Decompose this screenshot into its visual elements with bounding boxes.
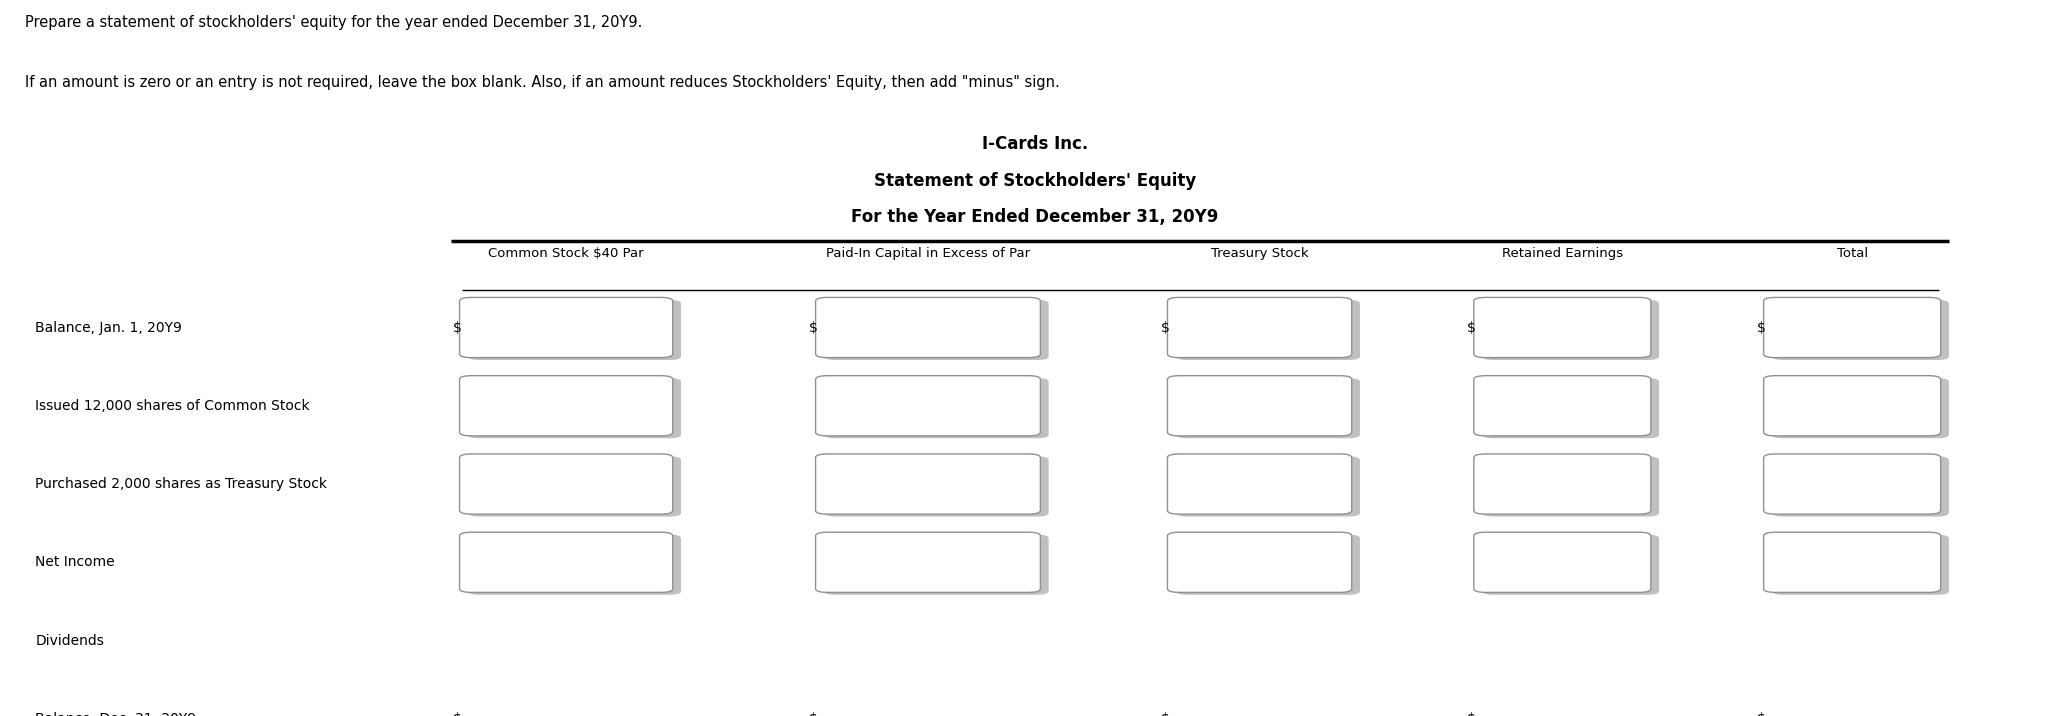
FancyBboxPatch shape [468, 613, 681, 673]
Text: Balance, Dec. 31, 20Y9: Balance, Dec. 31, 20Y9 [35, 712, 197, 716]
FancyBboxPatch shape [816, 376, 1041, 436]
FancyBboxPatch shape [1167, 376, 1352, 436]
FancyBboxPatch shape [1474, 454, 1652, 514]
FancyBboxPatch shape [1474, 297, 1652, 357]
FancyBboxPatch shape [1474, 689, 1652, 716]
FancyBboxPatch shape [1764, 611, 1942, 671]
Text: $: $ [1757, 321, 1766, 334]
FancyBboxPatch shape [824, 535, 1049, 595]
FancyBboxPatch shape [1482, 613, 1660, 673]
FancyBboxPatch shape [1772, 456, 1950, 516]
FancyBboxPatch shape [1482, 300, 1660, 360]
FancyBboxPatch shape [1764, 532, 1942, 592]
Text: $: $ [1161, 321, 1170, 334]
Text: $: $ [809, 321, 818, 334]
FancyBboxPatch shape [816, 297, 1041, 357]
FancyBboxPatch shape [1176, 378, 1360, 438]
FancyBboxPatch shape [824, 613, 1049, 673]
FancyBboxPatch shape [1176, 535, 1360, 595]
FancyBboxPatch shape [816, 611, 1041, 671]
FancyBboxPatch shape [1772, 535, 1950, 595]
Text: Dividends: Dividends [35, 634, 104, 647]
FancyBboxPatch shape [816, 454, 1041, 514]
FancyBboxPatch shape [1167, 454, 1352, 514]
Text: I-Cards Inc.: I-Cards Inc. [981, 135, 1089, 153]
FancyBboxPatch shape [824, 456, 1049, 516]
Text: Net Income: Net Income [35, 556, 114, 569]
FancyBboxPatch shape [1167, 611, 1352, 671]
FancyBboxPatch shape [824, 300, 1049, 360]
FancyBboxPatch shape [1474, 532, 1652, 592]
Text: Retained Earnings: Retained Earnings [1501, 247, 1623, 260]
FancyBboxPatch shape [460, 611, 673, 671]
Text: Balance, Jan. 1, 20Y9: Balance, Jan. 1, 20Y9 [35, 321, 182, 334]
Text: $: $ [1161, 712, 1170, 716]
Text: $: $ [1757, 712, 1766, 716]
FancyBboxPatch shape [1764, 689, 1942, 716]
FancyBboxPatch shape [1772, 378, 1950, 438]
FancyBboxPatch shape [1167, 297, 1352, 357]
FancyBboxPatch shape [468, 535, 681, 595]
Text: $: $ [1468, 321, 1476, 334]
Text: Purchased 2,000 shares as Treasury Stock: Purchased 2,000 shares as Treasury Stock [35, 477, 327, 491]
FancyBboxPatch shape [460, 689, 673, 716]
FancyBboxPatch shape [1482, 456, 1660, 516]
FancyBboxPatch shape [824, 378, 1049, 438]
Text: Statement of Stockholders' Equity: Statement of Stockholders' Equity [874, 172, 1196, 190]
FancyBboxPatch shape [1176, 456, 1360, 516]
Text: $: $ [809, 712, 818, 716]
Text: Prepare a statement of stockholders' equity for the year ended December 31, 20Y9: Prepare a statement of stockholders' equ… [25, 15, 642, 30]
Text: Common Stock $40 Par: Common Stock $40 Par [489, 247, 644, 260]
FancyBboxPatch shape [1176, 691, 1360, 716]
FancyBboxPatch shape [1772, 691, 1950, 716]
FancyBboxPatch shape [1474, 611, 1652, 671]
FancyBboxPatch shape [1772, 300, 1950, 360]
Text: If an amount is zero or an entry is not required, leave the box blank. Also, if : If an amount is zero or an entry is not … [25, 75, 1060, 90]
FancyBboxPatch shape [468, 456, 681, 516]
FancyBboxPatch shape [1482, 691, 1660, 716]
FancyBboxPatch shape [1167, 532, 1352, 592]
FancyBboxPatch shape [1764, 297, 1942, 357]
FancyBboxPatch shape [824, 691, 1049, 716]
Text: $: $ [453, 321, 462, 334]
FancyBboxPatch shape [468, 691, 681, 716]
FancyBboxPatch shape [1176, 613, 1360, 673]
Text: Issued 12,000 shares of Common Stock: Issued 12,000 shares of Common Stock [35, 399, 310, 413]
Text: $: $ [453, 712, 462, 716]
FancyBboxPatch shape [1764, 454, 1942, 514]
FancyBboxPatch shape [468, 300, 681, 360]
FancyBboxPatch shape [816, 532, 1041, 592]
Text: Treasury Stock: Treasury Stock [1211, 247, 1308, 260]
FancyBboxPatch shape [1764, 376, 1942, 436]
FancyBboxPatch shape [460, 532, 673, 592]
FancyBboxPatch shape [460, 454, 673, 514]
FancyBboxPatch shape [1772, 613, 1950, 673]
Text: Paid-In Capital in Excess of Par: Paid-In Capital in Excess of Par [826, 247, 1031, 260]
Text: Total: Total [1836, 247, 1867, 260]
FancyBboxPatch shape [1482, 535, 1660, 595]
FancyBboxPatch shape [1474, 376, 1652, 436]
Text: For the Year Ended December 31, 20Y9: For the Year Ended December 31, 20Y9 [851, 208, 1219, 226]
FancyBboxPatch shape [1167, 689, 1352, 716]
FancyBboxPatch shape [468, 378, 681, 438]
Text: $: $ [1468, 712, 1476, 716]
FancyBboxPatch shape [1176, 300, 1360, 360]
FancyBboxPatch shape [1482, 378, 1660, 438]
FancyBboxPatch shape [460, 297, 673, 357]
FancyBboxPatch shape [460, 376, 673, 436]
FancyBboxPatch shape [816, 689, 1041, 716]
